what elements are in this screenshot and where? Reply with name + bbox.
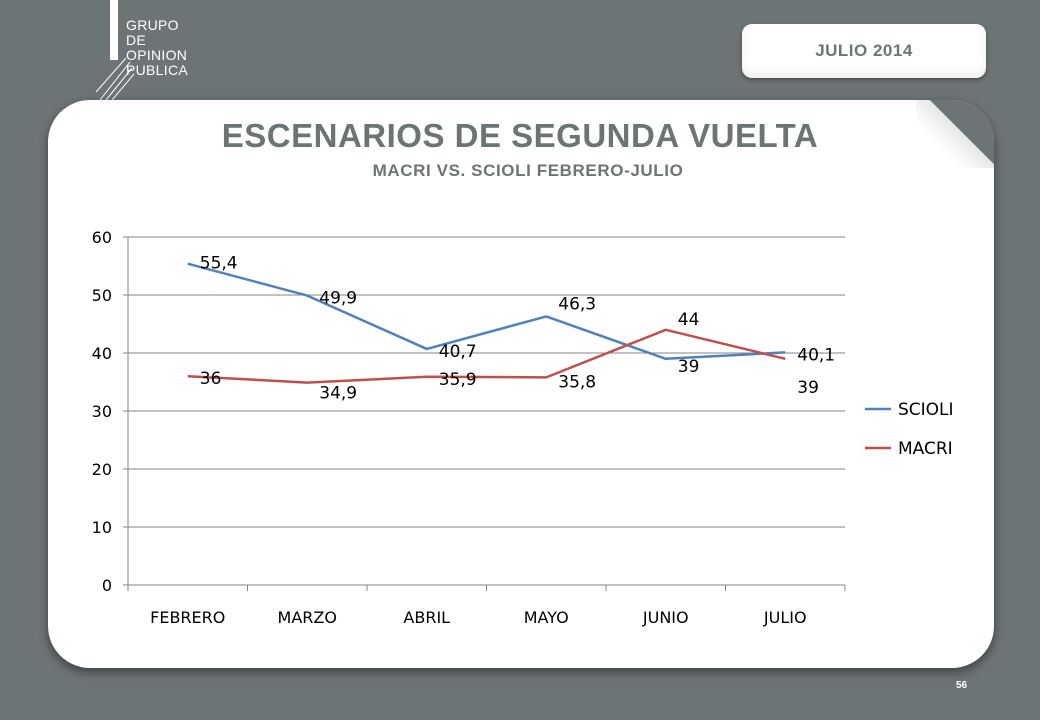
chart-card [48,100,994,668]
data-label: 39 [678,357,700,377]
y-tick-label: 10 [92,518,112,537]
series-line-macri [187,328,786,384]
data-label: 35,9 [439,370,477,390]
series-line-scioli [187,262,786,361]
data-label: 40,7 [439,342,477,362]
x-tick-label: MAYO [524,608,569,627]
logo: GRUPO DE OPINION PUBLICA [96,0,236,110]
x-tick-label: ABRIL [403,608,450,627]
data-label: 35,8 [558,372,596,392]
y-tick-label: 30 [92,402,112,421]
data-label: 34,9 [319,384,357,404]
logo-text: GRUPO DE OPINION PUBLICA [126,18,188,78]
y-tick-label: 20 [92,460,112,479]
logo-bar [110,0,118,60]
logo-line-4: PUBLICA [126,62,189,78]
data-label: 55,4 [200,254,238,274]
y-tick-label: 40 [92,344,112,363]
page-number: 56 [956,680,968,691]
y-tick-label: 60 [92,228,112,247]
date-badge: JULIO 2014 [742,24,986,78]
x-tick-label: JULIO [763,608,807,627]
data-label: 40,1 [797,345,835,365]
chart-subtitle: MACRI VS. SCIOLI FEBRERO-JULIO [372,161,684,180]
data-label: 36 [200,369,222,389]
y-tick-label: 50 [92,286,112,305]
x-tick-label: JUNIO [642,608,689,627]
legend-label: MACRI [898,439,953,459]
x-tick-label: MARZO [278,608,337,627]
chart-title: ESCENARIOS DE SEGUNDA VUELTA [221,117,819,154]
data-label: 39 [797,378,819,398]
logo-line-2: DE [126,32,147,48]
y-tick-label: 0 [102,576,112,595]
data-label: 44 [678,310,700,330]
data-label: 49,9 [319,289,357,309]
logo-mark-icon [96,57,135,101]
data-label: 46,3 [558,294,596,314]
x-tick-label: FEBRERO [150,608,225,627]
logo-line-3: OPINION [126,47,188,63]
legend-label: SCIOLI [898,400,954,420]
logo-line-1: GRUPO [126,17,179,33]
